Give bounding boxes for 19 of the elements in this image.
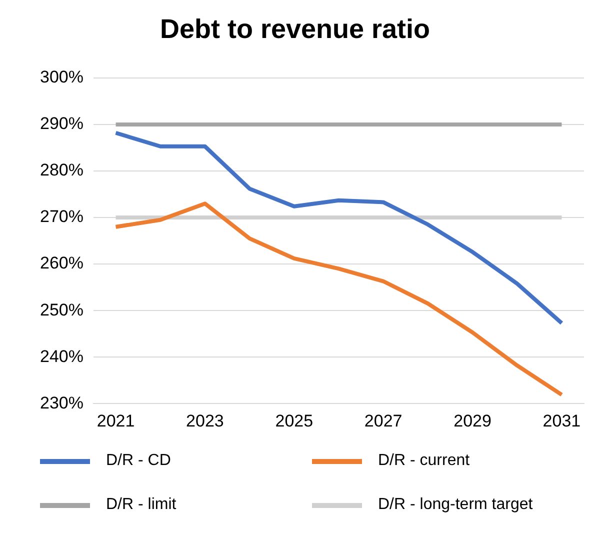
y-tick-label: 260% [40,254,84,273]
x-tick-label: 2029 [454,411,492,430]
y-tick-label: 290% [40,114,84,134]
y-tick-label: 240% [40,346,84,366]
y-tick-label: 300% [40,68,84,87]
legend-label: D/R - limit [106,496,176,514]
legend-label: D/R - CD [106,452,171,470]
x-tick-label: 2031 [542,411,581,430]
legend-label: D/R - current [378,452,470,470]
x-tick-label: 2023 [186,411,224,430]
y-tick-label: 280% [40,160,84,180]
x-tick-label: 2025 [275,411,314,430]
y-tick-label: 230% [40,393,84,412]
chart-title: Debt to revenue ratio [158,14,432,45]
x-tick-label: 2027 [364,411,402,430]
legend-label: D/R - long-term target [378,496,533,514]
y-tick-label: 270% [40,207,84,226]
x-tick-label: 2021 [96,411,135,430]
y-tick-label: 250% [40,300,84,320]
